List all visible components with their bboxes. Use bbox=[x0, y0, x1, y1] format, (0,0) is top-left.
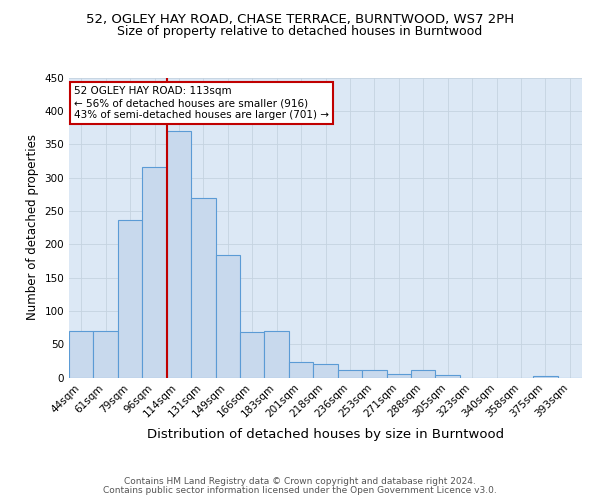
Bar bbox=[265, 331, 289, 378]
Bar bbox=[142, 167, 167, 378]
Bar bbox=[386, 374, 411, 378]
Bar bbox=[240, 332, 265, 378]
Bar bbox=[69, 331, 94, 378]
Bar bbox=[118, 220, 142, 378]
Text: 52 OGLEY HAY ROAD: 113sqm
← 56% of detached houses are smaller (916)
43% of semi: 52 OGLEY HAY ROAD: 113sqm ← 56% of detac… bbox=[74, 86, 329, 120]
Text: Contains HM Land Registry data © Crown copyright and database right 2024.: Contains HM Land Registry data © Crown c… bbox=[124, 477, 476, 486]
Bar bbox=[533, 376, 557, 378]
Bar bbox=[338, 370, 362, 378]
Bar bbox=[191, 198, 215, 378]
Bar bbox=[94, 331, 118, 378]
Text: Size of property relative to detached houses in Burntwood: Size of property relative to detached ho… bbox=[118, 25, 482, 38]
X-axis label: Distribution of detached houses by size in Burntwood: Distribution of detached houses by size … bbox=[147, 428, 504, 440]
Y-axis label: Number of detached properties: Number of detached properties bbox=[26, 134, 39, 320]
Bar bbox=[436, 375, 460, 378]
Bar bbox=[362, 370, 386, 378]
Text: 52, OGLEY HAY ROAD, CHASE TERRACE, BURNTWOOD, WS7 2PH: 52, OGLEY HAY ROAD, CHASE TERRACE, BURNT… bbox=[86, 12, 514, 26]
Text: Contains public sector information licensed under the Open Government Licence v3: Contains public sector information licen… bbox=[103, 486, 497, 495]
Bar bbox=[215, 255, 240, 378]
Bar bbox=[167, 131, 191, 378]
Bar bbox=[289, 362, 313, 378]
Bar bbox=[313, 364, 338, 378]
Bar bbox=[411, 370, 436, 378]
